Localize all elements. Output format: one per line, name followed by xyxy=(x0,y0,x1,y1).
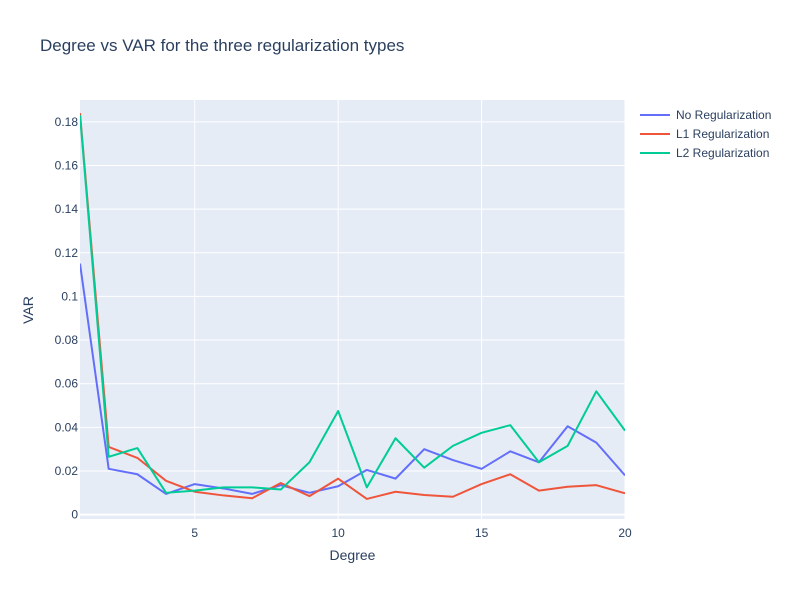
y-tick-label: 0.14 xyxy=(55,202,79,216)
chart-title: Degree vs VAR for the three regularizati… xyxy=(40,36,404,55)
x-tick-label: 5 xyxy=(191,526,198,540)
y-tick-label: 0.12 xyxy=(55,246,79,260)
y-tick-label: 0.18 xyxy=(55,115,79,129)
y-tick-label: 0.1 xyxy=(61,289,78,303)
legend-label: L1 Regularization xyxy=(676,127,769,141)
y-tick-label: 0 xyxy=(71,508,78,522)
legend[interactable]: No Regularization L1 Regularization L2 Reg… xyxy=(640,108,771,160)
series-layer xyxy=(80,113,625,500)
legend-item-l2-regularization[interactable]: L2 Regularization xyxy=(640,146,769,160)
legend-item-l1-regularization[interactable]: L1 Regularization xyxy=(640,127,769,141)
x-axis-label: Degree xyxy=(330,547,376,563)
legend-label: No Regularization xyxy=(676,108,771,122)
x-tick-label: 15 xyxy=(475,526,489,540)
y-tick-label: 0.08 xyxy=(55,333,79,347)
legend-item-no-regularization[interactable]: No Regularization xyxy=(640,108,771,122)
legend-label: L2 Regularization xyxy=(676,146,769,160)
grid-lines xyxy=(80,100,626,519)
y-axis-label: VAR xyxy=(20,296,36,324)
y-axis-ticks: 0 0.02 0.04 0.06 0.08 0.1 0.12 0.14 0.16 0.18 xyxy=(55,115,79,522)
y-tick-label: 0.02 xyxy=(55,464,79,478)
y-tick-label: 0.16 xyxy=(55,158,79,172)
series-line-l2-regularization xyxy=(80,115,625,494)
x-tick-label: 10 xyxy=(331,526,345,540)
series-line-l1-regularization xyxy=(80,113,625,500)
y-tick-label: 0.06 xyxy=(55,377,79,391)
x-axis-ticks: 5 10 15 20 xyxy=(191,526,632,540)
x-tick-label: 20 xyxy=(618,526,632,540)
y-tick-label: 0.04 xyxy=(55,420,79,434)
